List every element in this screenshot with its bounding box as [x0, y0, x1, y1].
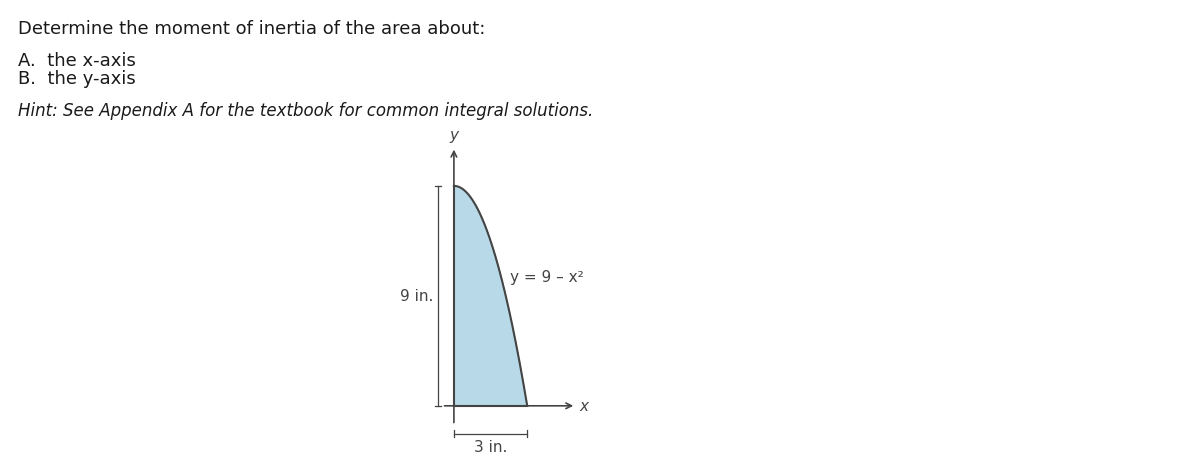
Text: A.  the x-axis: A. the x-axis [18, 52, 136, 70]
Text: 9 in.: 9 in. [401, 289, 433, 304]
Text: 3 in.: 3 in. [474, 439, 508, 454]
Text: y: y [450, 128, 458, 143]
Text: y = 9 – x²: y = 9 – x² [510, 269, 584, 284]
Text: x: x [580, 398, 589, 414]
Polygon shape [454, 186, 527, 406]
Text: Hint: See Appendix A for the textbook for common integral solutions.: Hint: See Appendix A for the textbook fo… [18, 102, 593, 120]
Text: Determine the moment of inertia of the area about:: Determine the moment of inertia of the a… [18, 20, 485, 38]
Text: B.  the y-axis: B. the y-axis [18, 70, 136, 88]
